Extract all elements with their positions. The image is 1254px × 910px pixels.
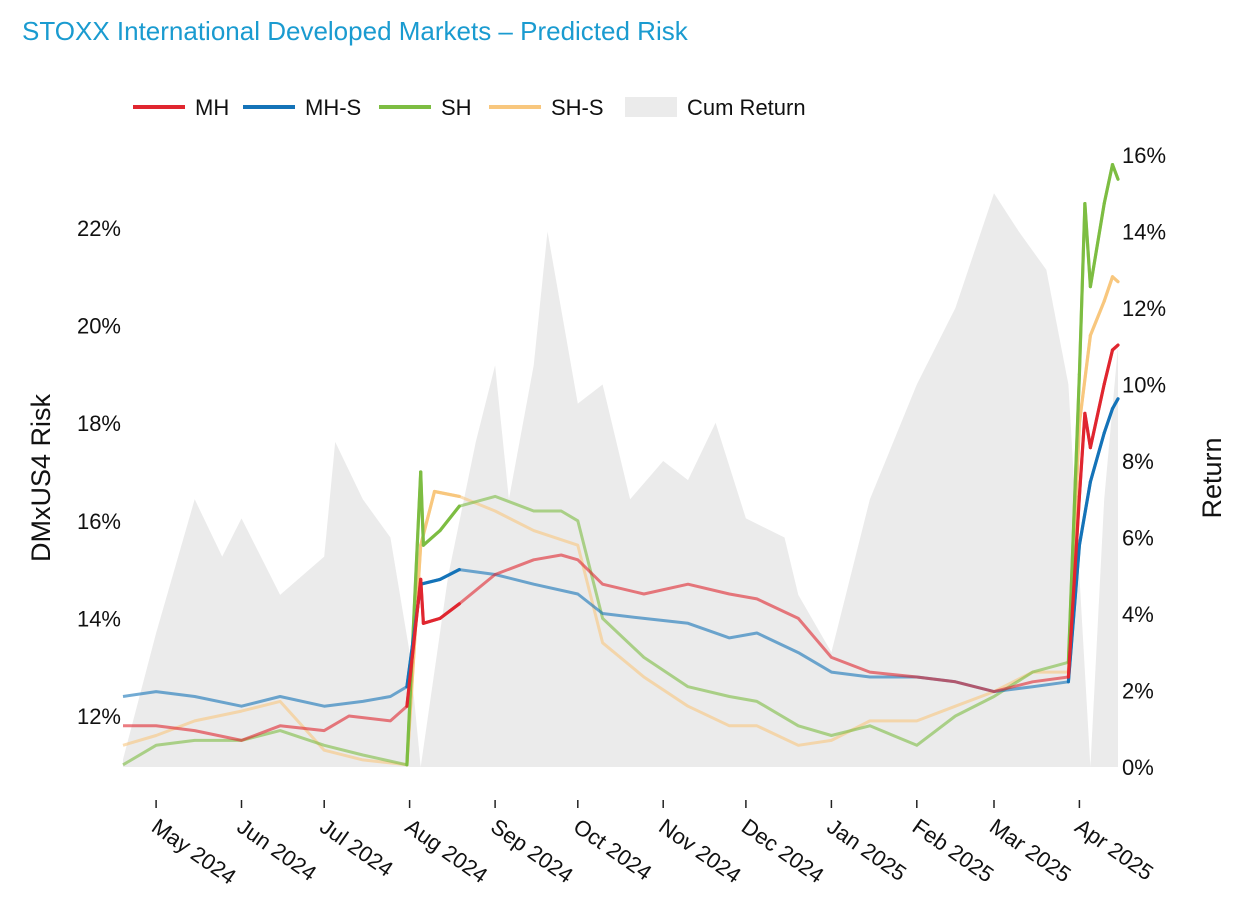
series-highlight-mh <box>1102 348 1115 386</box>
legend-label-mh-s: MH-S <box>305 95 361 120</box>
series-highlight-mh-s <box>419 577 442 586</box>
series-line-sh-s <box>122 275 1119 767</box>
series-highlight-mh <box>1066 494 1082 679</box>
series-highlight-sh-s <box>1110 275 1120 284</box>
series-highlight-sh-s <box>432 489 461 498</box>
series-highlight-sh <box>1083 202 1093 289</box>
series-highlight-mh-s <box>438 567 461 582</box>
y2-tick-label: 8% <box>1122 449 1154 474</box>
legend-label-sh: SH <box>441 95 472 120</box>
y-axis-title: DMxUS4 Risk <box>26 393 56 562</box>
series-highlight-mh-s <box>1102 407 1115 435</box>
series-highlight-mh-s <box>1088 431 1106 484</box>
x-tick-label: Sep 2024 <box>486 814 578 889</box>
y-tick-label: 20% <box>77 314 121 339</box>
series-highlight-mh <box>1077 411 1087 498</box>
chart-title: STOXX International Developed Markets – … <box>22 16 688 46</box>
legend-label-cum-return: Cum Return <box>687 95 806 120</box>
series-highlight-mh <box>438 602 461 621</box>
series-highlight-mh <box>421 616 442 625</box>
series-highlight-mh-s <box>1110 397 1120 411</box>
y-tick-label: 16% <box>77 509 121 534</box>
series-highlight-sh-s <box>1102 275 1115 303</box>
y-tick-label: 18% <box>77 411 121 436</box>
x-tick-label: Apr 2025 <box>1071 814 1158 886</box>
series-highlight-mh <box>419 577 425 625</box>
y-tick-label: 22% <box>77 216 121 241</box>
series-highlight-sh <box>438 504 461 533</box>
x-tick-label: Jun 2024 <box>233 814 321 886</box>
series-highlight-sh <box>1077 202 1087 376</box>
y2-tick-label: 16% <box>1122 143 1166 168</box>
legend-swatch-cum-return <box>625 97 677 117</box>
y2-tick-label: 12% <box>1122 296 1166 321</box>
series-highlight-sh <box>1066 372 1082 664</box>
y2-tick-label: 10% <box>1122 373 1166 398</box>
series-line-mh-s <box>122 398 1120 708</box>
y-tick-label: 12% <box>77 704 121 729</box>
x-tick-label: Mar 2025 <box>985 814 1075 888</box>
series-area-cum-return <box>123 193 1118 768</box>
series-highlight-sh <box>419 470 425 547</box>
x-tick-label: Aug 2024 <box>401 814 493 889</box>
x-tick-label: Feb 2025 <box>908 814 998 888</box>
series-highlight-sh <box>1102 163 1115 206</box>
x-tick-label: May 2024 <box>147 814 240 890</box>
series-highlight-sh <box>1110 163 1120 181</box>
y2-axis-title: Return <box>1197 437 1227 518</box>
series-highlight-mh <box>1083 411 1093 450</box>
x-tick-label: Oct 2024 <box>569 814 656 886</box>
y2-tick-label: 0% <box>1122 755 1154 780</box>
y2-tick-label: 14% <box>1122 220 1166 245</box>
series-highlight-mh <box>405 577 423 708</box>
y-tick-label: 14% <box>77 606 121 631</box>
y2-tick-label: 4% <box>1122 602 1154 627</box>
series-highlight-mh-s <box>1077 480 1093 547</box>
y2-tick-label: 2% <box>1122 679 1154 704</box>
series-highlight-sh <box>1088 202 1106 289</box>
x-tick-label: Nov 2024 <box>654 814 745 889</box>
series-highlight-sh-s <box>1077 333 1093 425</box>
x-tick-label: Dec 2024 <box>737 814 828 889</box>
x-tick-label: Jan 2025 <box>823 814 911 886</box>
legend-label-sh-s: SH-S <box>551 95 604 120</box>
series-highlight-mh <box>1088 382 1106 450</box>
x-tick-label: Jul 2024 <box>315 814 397 882</box>
legend-label-mh: MH <box>195 95 229 120</box>
series-highlight-sh <box>405 470 423 767</box>
series-highlight-sh <box>421 528 442 547</box>
series-highlight-mh <box>1110 343 1120 352</box>
series-highlight-sh-s <box>1088 299 1106 337</box>
y2-tick-label: 6% <box>1122 526 1154 551</box>
